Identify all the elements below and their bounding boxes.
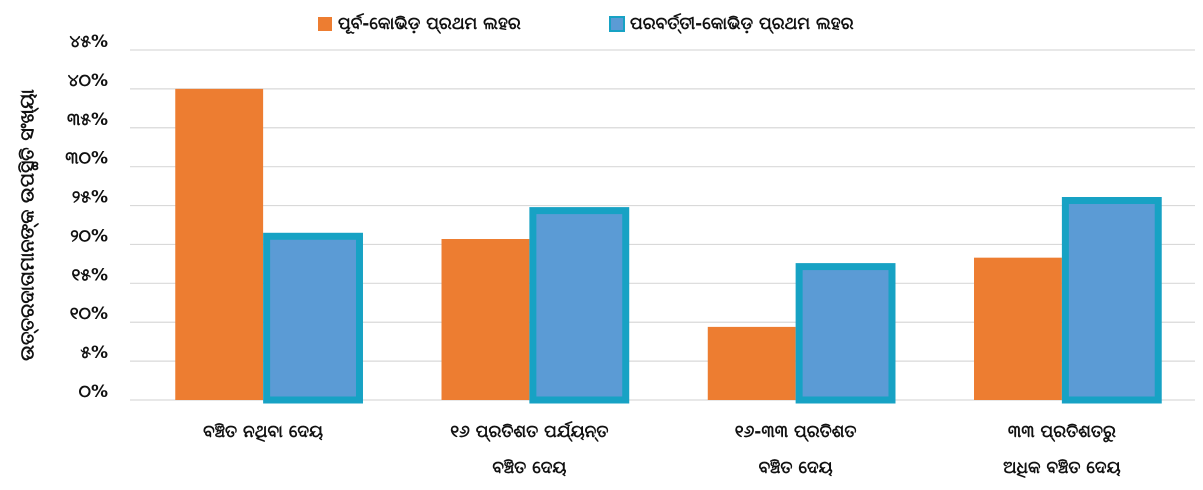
x-tick-label: ୧୬ ପ୍ରତିଶତ ପର୍ଯ୍ୟନ୍ତ [450, 420, 608, 443]
y-axis-label: ଉତ୍ତରଦାତାମାନଙ୍କ ଉପସ୍ଥିତି ସଂଖ୍ୟା [17, 89, 40, 361]
x-tick-label: ବଞ୍ଚିତ ନଥିବା ଦେୟ [203, 422, 323, 442]
x-tick-label: ୧୬-୩୩ ପ୍ରତିଶତ [735, 422, 857, 443]
bar [441, 239, 530, 400]
y-tick-label: ୩୦% [65, 149, 108, 169]
x-tick-label: ବଞ୍ଚିତ ଦେୟ [492, 458, 566, 478]
bar [974, 257, 1062, 400]
x-tick-label: ବଞ୍ଚିତ ଦେୟ [759, 458, 833, 478]
legend-label: ପୂର୍ବ-କୋଭିଡ଼ ପ୍ରଥମ ଲହର [338, 12, 521, 35]
y-tick-label: ୩୫% [67, 110, 108, 130]
y-tick-label: ୦% [79, 382, 108, 402]
bar [529, 207, 630, 404]
legend-swatch [318, 17, 332, 31]
y-tick-label: ୧୫% [72, 265, 109, 285]
y-tick-label: ୨୫% [72, 188, 108, 208]
y-tick-label: ୧୦% [70, 304, 108, 324]
x-tick-label: ୩୩ ପ୍ରତିଶତରୁ [1008, 422, 1116, 443]
y-tick-label: ୨୦% [70, 226, 108, 246]
y-tick-label: ୪୦% [68, 71, 108, 91]
bar [1061, 197, 1162, 404]
bar [263, 232, 363, 404]
legend-label: ପରବର୍ତ୍ତୀ-କୋଭିଡ଼ ପ୍ରଥମ ଲହର [630, 12, 854, 35]
bar [795, 263, 896, 404]
y-tick-label: ୪୫% [69, 32, 108, 52]
legend-swatch [609, 16, 625, 32]
bar [707, 326, 796, 400]
y-tick-label: ୫% [80, 343, 108, 363]
x-tick-label: ଅଧିକ ବଞ୍ଚିତ ଦେୟ [1003, 458, 1121, 478]
bar [175, 88, 264, 400]
